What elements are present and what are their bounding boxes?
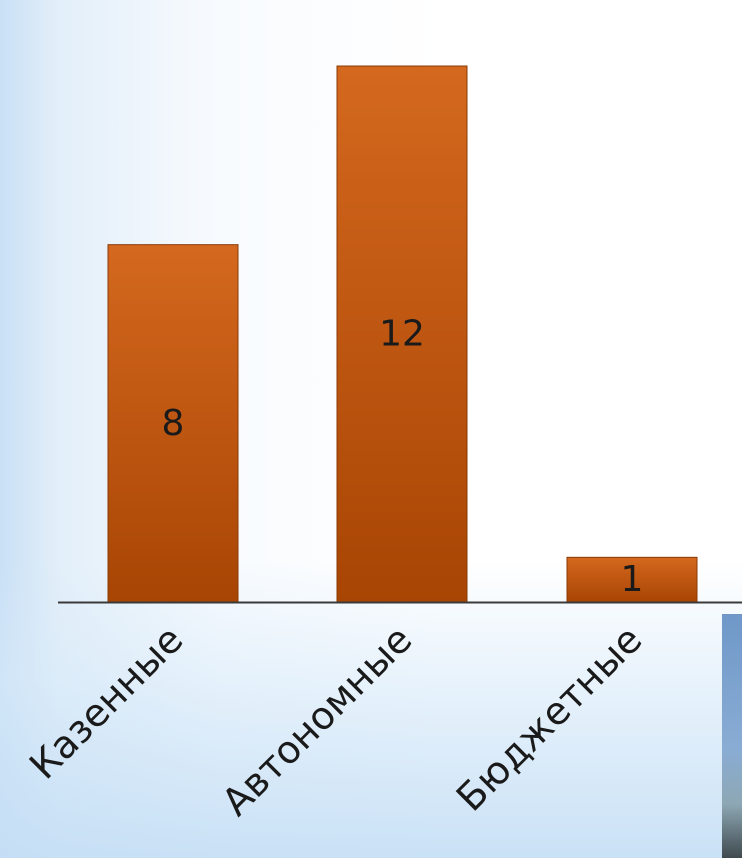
background-gradient: [0, 560, 742, 858]
data-label-1: 8: [162, 403, 185, 444]
category-label-3: Бюджетные: [448, 617, 650, 819]
bar-2: [336, 65, 468, 603]
category-labels: Казенные Автономные Бюджетные: [21, 617, 650, 824]
bar-1: [107, 244, 239, 603]
category-label-1: Казенные: [21, 617, 191, 787]
data-label-2: 12: [379, 314, 425, 355]
bars: 8 12 1: [107, 65, 698, 603]
background-photo-fragment: [722, 614, 742, 858]
data-label-3: 1: [621, 559, 644, 600]
category-label-2: Автономные: [213, 617, 420, 824]
